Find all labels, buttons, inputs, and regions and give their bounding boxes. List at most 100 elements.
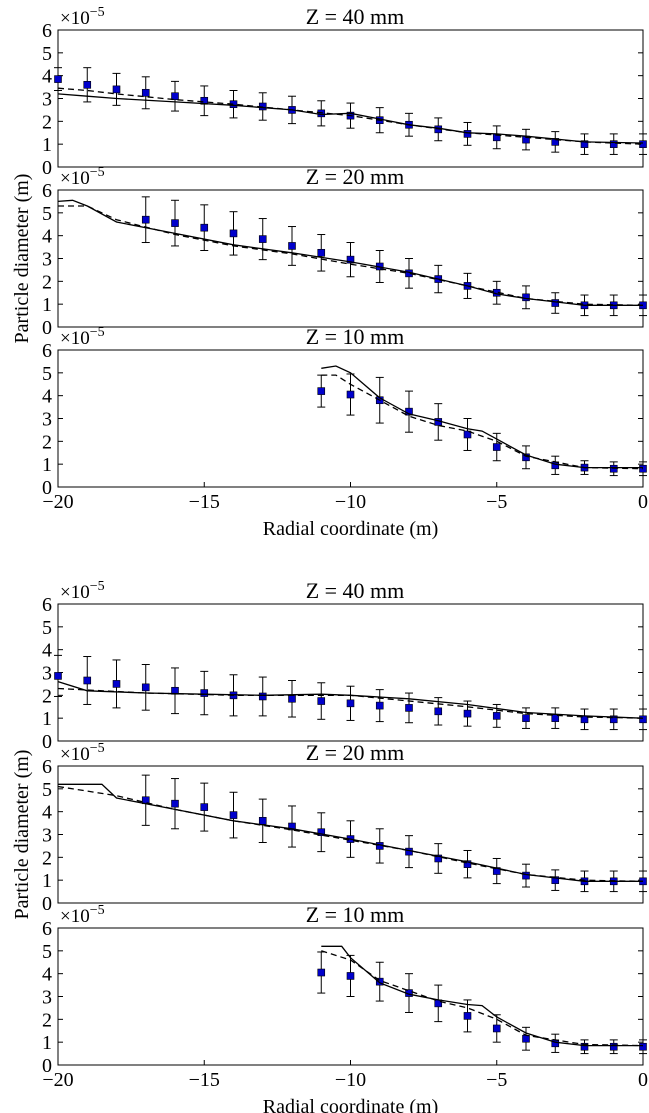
marker bbox=[492, 443, 501, 451]
marker bbox=[639, 715, 647, 724]
x-tick-label: 0 bbox=[638, 1069, 648, 1091]
y-tick-label: 4 bbox=[42, 386, 52, 408]
x-tick-label: 0 bbox=[638, 491, 648, 513]
y-tick-label: 0 bbox=[42, 893, 52, 915]
y-tick-label: 5 bbox=[42, 779, 52, 801]
panel-title: Z = 20 mm bbox=[306, 164, 405, 189]
y-tick-label: 0 bbox=[42, 1055, 52, 1077]
offset-exp: −5 bbox=[90, 903, 105, 918]
y-tick-label: 6 bbox=[42, 918, 52, 940]
marker bbox=[463, 130, 472, 138]
panel-title: Z = 40 mm bbox=[306, 4, 405, 29]
marker bbox=[346, 390, 355, 399]
marker bbox=[141, 683, 150, 692]
marker bbox=[609, 1042, 618, 1051]
marker bbox=[54, 75, 62, 83]
y-tick-label: 5 bbox=[42, 941, 52, 963]
offset-base: ×10 bbox=[60, 744, 90, 765]
y-tick-label: 3 bbox=[42, 89, 52, 111]
marker bbox=[258, 816, 267, 825]
marker bbox=[141, 215, 150, 224]
marker bbox=[141, 88, 150, 97]
offset-base: ×10 bbox=[60, 582, 90, 603]
marker bbox=[522, 453, 530, 462]
offset-base: ×10 bbox=[60, 168, 90, 189]
marker bbox=[171, 799, 179, 808]
marker bbox=[112, 680, 121, 688]
y-tick-label: 4 bbox=[42, 226, 52, 248]
dashed-line bbox=[321, 374, 644, 470]
panel-title: Z = 10 mm bbox=[306, 324, 405, 349]
y-tick-label: 3 bbox=[42, 249, 52, 271]
marker bbox=[492, 1024, 501, 1033]
y-tick-label: 3 bbox=[42, 987, 52, 1009]
marker bbox=[171, 219, 179, 227]
marker bbox=[346, 699, 355, 708]
offset-base: ×10 bbox=[60, 328, 90, 349]
marker bbox=[463, 709, 472, 718]
marker bbox=[317, 828, 326, 837]
x-tick-label: −10 bbox=[335, 1069, 366, 1091]
offset-text: ×10−5 bbox=[60, 325, 105, 349]
x-tick-label: −10 bbox=[335, 491, 366, 513]
marker bbox=[580, 140, 589, 148]
y-tick-label: 4 bbox=[42, 640, 52, 662]
x-tick-label: −15 bbox=[189, 1069, 220, 1091]
x-tick-label: −5 bbox=[486, 1069, 507, 1091]
solid-line bbox=[58, 783, 643, 882]
marker bbox=[288, 822, 296, 831]
marker bbox=[375, 701, 384, 710]
marker bbox=[171, 92, 179, 101]
dashed-line bbox=[321, 950, 644, 1047]
marker bbox=[288, 694, 296, 703]
y-tick-label: 1 bbox=[42, 134, 52, 156]
y-axis-label: Particle diameter (m) bbox=[11, 750, 33, 920]
x-axis-label: Radial coordinate (m) bbox=[263, 518, 439, 540]
offset-base: ×10 bbox=[60, 906, 90, 927]
y-tick-label: 5 bbox=[42, 363, 52, 385]
y-tick-label: 3 bbox=[42, 409, 52, 431]
marker bbox=[317, 387, 326, 395]
marker bbox=[83, 81, 92, 89]
panel-title: Z = 20 mm bbox=[306, 740, 405, 765]
marker bbox=[434, 854, 443, 863]
y-tick-label: 0 bbox=[42, 731, 52, 753]
offset-text: ×10−5 bbox=[60, 903, 105, 927]
marker bbox=[551, 138, 560, 146]
y-tick-label: 0 bbox=[42, 477, 52, 499]
dashed-line bbox=[57, 785, 644, 882]
marker bbox=[229, 229, 238, 238]
y-tick-label: 5 bbox=[42, 203, 52, 225]
marker bbox=[54, 672, 62, 680]
marker bbox=[463, 430, 472, 439]
marker bbox=[580, 1042, 589, 1051]
y-tick-label: 0 bbox=[42, 317, 52, 339]
x-axis-label: Radial coordinate (m) bbox=[263, 1096, 439, 1113]
marker bbox=[609, 715, 618, 724]
offset-text: ×10−5 bbox=[60, 165, 105, 189]
y-tick-label: 5 bbox=[42, 43, 52, 65]
marker bbox=[492, 712, 501, 720]
y-tick-label: 2 bbox=[42, 685, 52, 707]
y-tick-label: 2 bbox=[42, 847, 52, 869]
dashed-line bbox=[57, 87, 644, 145]
marker bbox=[229, 811, 238, 819]
offset-text: ×10−5 bbox=[60, 579, 105, 603]
offset-base: ×10 bbox=[60, 8, 90, 29]
solid-line bbox=[57, 680, 644, 719]
y-tick-label: 2 bbox=[42, 111, 52, 133]
y-tick-label: 4 bbox=[42, 964, 52, 986]
offset-exp: −5 bbox=[90, 165, 105, 180]
y-tick-label: 2 bbox=[42, 431, 52, 453]
y-tick-label: 2 bbox=[42, 1009, 52, 1031]
marker bbox=[83, 676, 92, 685]
marker bbox=[171, 686, 179, 695]
marker bbox=[258, 692, 267, 701]
y-tick-label: 4 bbox=[42, 802, 52, 824]
marker bbox=[317, 248, 326, 257]
y-tick-label: 1 bbox=[42, 454, 52, 476]
x-tick-label: −15 bbox=[189, 491, 220, 513]
marker bbox=[522, 871, 530, 880]
marker bbox=[463, 1012, 472, 1020]
